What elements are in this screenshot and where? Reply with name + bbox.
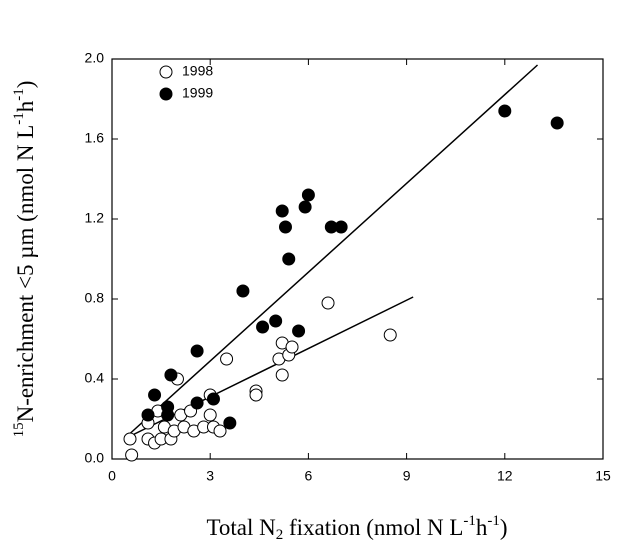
point [249, 388, 263, 402]
point [190, 344, 204, 358]
label-part: Total N [206, 515, 276, 540]
label-part: fixation (nmol N L [283, 515, 463, 540]
point [256, 320, 270, 334]
point [383, 328, 397, 342]
label-part: -1 [11, 88, 27, 101]
x-tick-label: 9 [403, 468, 411, 484]
y-tick-label: 1.6 [85, 130, 105, 146]
point [275, 204, 289, 218]
point [269, 314, 283, 328]
point [298, 200, 312, 214]
point [223, 416, 237, 430]
x-tick-label: 6 [305, 468, 313, 484]
point [148, 388, 162, 402]
point [236, 284, 250, 298]
point [123, 432, 137, 446]
y-tick-label: 0.4 [85, 370, 105, 386]
label-part: 2 [276, 527, 284, 543]
y-tick-label: 0.0 [85, 450, 105, 466]
point [213, 424, 227, 438]
y-tick-label: 1.2 [85, 210, 105, 226]
x-tick-label: 0 [108, 468, 116, 484]
point [498, 104, 512, 118]
point [164, 368, 178, 382]
label-part: h [476, 515, 488, 540]
point [292, 324, 306, 338]
point [282, 252, 296, 266]
legend-label: 1998 [182, 63, 213, 79]
label-part: ) [500, 515, 508, 540]
point [550, 116, 564, 130]
x-axis-label: Total N2 fixation (nmol N L-1h-1) [206, 513, 507, 543]
point [278, 220, 292, 234]
x-tick-label: 12 [497, 468, 513, 484]
point [125, 448, 139, 462]
label-part: N-enrichment <5 µm (nmol N L [13, 125, 38, 423]
point [206, 392, 220, 406]
point [161, 408, 175, 422]
y-tick-label: 2.0 [85, 50, 105, 66]
point [141, 408, 155, 422]
y-tick-label: 0.8 [85, 290, 105, 306]
point [301, 188, 315, 202]
x-tick-label: 15 [595, 468, 611, 484]
point [220, 352, 234, 366]
point [275, 368, 289, 382]
plot-frame [111, 58, 604, 460]
point [321, 296, 335, 310]
legend-marker [159, 65, 173, 79]
x-tick-label: 3 [206, 468, 214, 484]
label-part: -1 [463, 513, 476, 529]
label-part: -1 [487, 513, 500, 529]
point [334, 220, 348, 234]
point [203, 408, 217, 422]
label-part: -1 [11, 112, 27, 125]
legend-label: 1999 [182, 85, 213, 101]
label-part: h [13, 100, 38, 112]
point [285, 340, 299, 354]
fit-line [127, 64, 539, 436]
label-part: ) [13, 81, 38, 89]
label-part: 15 [11, 422, 27, 437]
y-axis-label: 15N-enrichment <5 µm (nmol N L-1h-1) [11, 81, 38, 438]
point [190, 396, 204, 410]
legend-marker [159, 87, 173, 101]
